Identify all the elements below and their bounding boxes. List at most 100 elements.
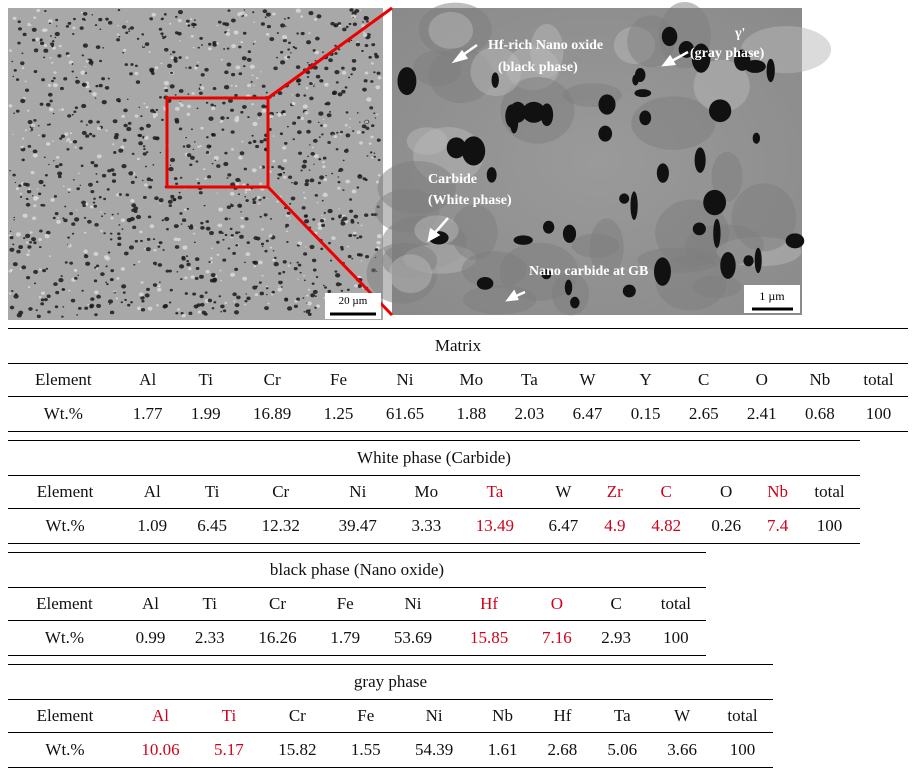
particle [291, 102, 296, 106]
particle [296, 32, 299, 35]
particle [81, 103, 87, 109]
particle [143, 135, 149, 140]
particle [75, 79, 80, 84]
particle [370, 62, 374, 65]
particle [376, 234, 382, 239]
particle [358, 174, 362, 177]
particle [55, 164, 59, 169]
particle [313, 163, 315, 165]
particle [349, 118, 352, 120]
particle [157, 284, 161, 288]
particle [176, 271, 179, 273]
value-row: Wt.% 1.09 6.45 12.32 39.47 3.33 13.49 6.47 4.9 4.… [8, 508, 860, 544]
particle [296, 78, 302, 83]
particle [220, 58, 223, 61]
particle [327, 208, 333, 214]
particle [160, 62, 163, 65]
particle [63, 218, 68, 223]
particle [52, 83, 58, 88]
particle [122, 51, 125, 54]
particle [84, 65, 87, 68]
particle [80, 164, 84, 167]
particle [212, 87, 217, 91]
particle [359, 141, 363, 145]
particle [286, 125, 289, 128]
particle [195, 160, 199, 163]
particle [300, 169, 303, 172]
particle [67, 236, 70, 239]
particle [178, 89, 184, 93]
particle [167, 63, 173, 68]
particle [141, 179, 144, 182]
particle [307, 119, 312, 124]
particle [59, 137, 63, 140]
particle [117, 242, 122, 247]
particle [248, 141, 252, 145]
particle [19, 192, 23, 195]
particle [302, 297, 305, 299]
particle [318, 158, 322, 161]
header-cell: Ti [180, 587, 240, 621]
particle [140, 296, 145, 300]
value-cell: 5.06 [592, 732, 653, 768]
particle [291, 182, 293, 184]
oxide-particle [654, 257, 671, 286]
value-cell: 4.9 [593, 508, 637, 544]
particle [320, 247, 324, 251]
particle [306, 62, 309, 64]
particle [315, 304, 321, 308]
particle [162, 249, 165, 251]
particle [96, 264, 100, 268]
particle [68, 191, 70, 194]
particle [150, 179, 154, 182]
particle [216, 240, 220, 244]
header-cell: W [558, 363, 617, 397]
particle [65, 140, 68, 142]
particle [254, 293, 259, 297]
particle [190, 34, 194, 38]
particle [226, 47, 230, 50]
particle [276, 200, 279, 203]
particle [238, 45, 242, 49]
particle [277, 287, 283, 292]
particle [211, 162, 214, 165]
particle [94, 290, 99, 295]
particle [174, 117, 179, 122]
particle [306, 40, 312, 45]
particle [273, 66, 278, 71]
particle [123, 123, 128, 128]
particle [338, 216, 341, 219]
particle [323, 123, 328, 128]
particle [120, 218, 126, 223]
particle [72, 33, 75, 36]
particle [230, 272, 236, 277]
particle [226, 205, 231, 209]
particle [27, 250, 31, 253]
particle [94, 313, 98, 317]
particle [161, 35, 164, 38]
particle [67, 54, 70, 57]
particle [19, 196, 23, 198]
particle [293, 266, 298, 271]
value-cell: 3.66 [652, 732, 713, 768]
particle [307, 312, 312, 316]
particle [71, 63, 74, 65]
particle [245, 199, 249, 203]
particle [366, 97, 372, 102]
particle [343, 149, 349, 153]
particle [163, 36, 166, 39]
particle [178, 101, 182, 105]
particle [81, 130, 87, 136]
particle [325, 175, 327, 177]
particle [148, 51, 151, 53]
particle [93, 163, 99, 168]
particle [173, 177, 178, 181]
particle [214, 159, 217, 161]
particle [347, 245, 350, 248]
particle [349, 8, 354, 12]
particle [178, 56, 182, 59]
particle [33, 119, 37, 122]
particle [247, 83, 252, 88]
particle [286, 55, 291, 59]
particle [208, 116, 214, 121]
